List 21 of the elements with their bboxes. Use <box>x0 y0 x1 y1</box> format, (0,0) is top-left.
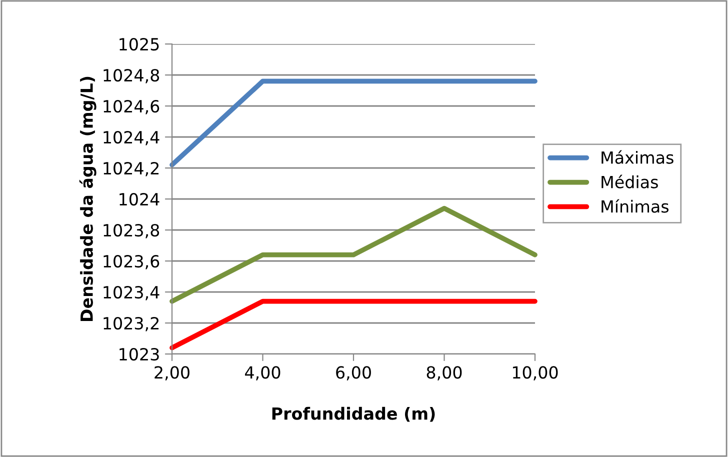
y-tick-label: 1023,8 <box>104 224 160 238</box>
y-tick-label: 1024 <box>120 192 160 206</box>
y-axis-title: Densidade da água (mg/L) <box>79 76 96 322</box>
y-tick-label: 1023,6 <box>104 254 160 270</box>
y-tick-label: 1023 <box>120 348 159 361</box>
x-tick-label: 2,00 <box>154 366 190 380</box>
x-tick-label: 6,00 <box>336 366 371 380</box>
x-tick-label: 10,00 <box>512 366 558 380</box>
x-tick-label: 8,00 <box>426 366 462 380</box>
y-tick-label: 1024,8 <box>104 68 160 84</box>
x-tick-label: 4,00 <box>245 366 280 380</box>
y-tick-label: 1023,4 <box>104 286 160 300</box>
x-axis-title: Profundidade (m) <box>272 406 435 422</box>
legend-label: Máximas <box>602 150 674 164</box>
y-tick-label: 1024,4 <box>104 130 160 146</box>
y-tick-label: 1024,2 <box>104 162 159 176</box>
legend-label: Médias <box>602 174 658 188</box>
y-tick-label: 1024,6 <box>104 100 160 114</box>
y-tick-label: 1025 <box>120 38 159 51</box>
legend-label: Mínimas <box>602 199 669 213</box>
y-tick-label: 1023,2 <box>104 316 159 332</box>
